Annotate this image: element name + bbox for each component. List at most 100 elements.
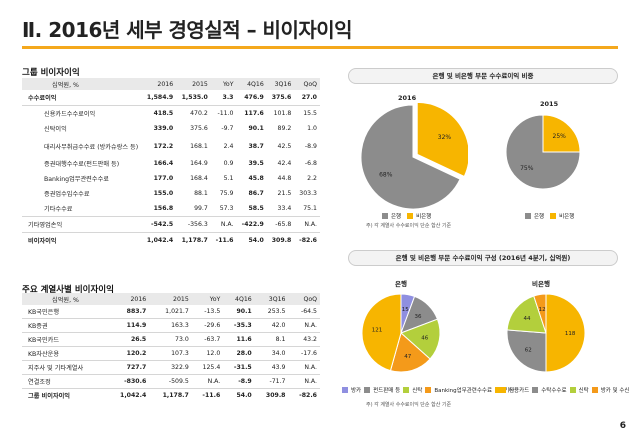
chart-box1-title: 은행 및 비은행 부문 수수료이익 비중: [348, 68, 618, 84]
pie-slice-4: [389, 332, 431, 373]
column-header: 2015: [149, 293, 192, 305]
table-cell: 지주사 및 기타계열사: [22, 360, 107, 375]
table-cell: 90.1: [223, 305, 255, 319]
table-cell: 168.1: [190, 142, 208, 150]
table-row: 지주사 및 기타계열사 727.7 322.9 125.4 -31.5 43.9 N.A.: [22, 360, 320, 375]
table-cell: 43.2: [288, 332, 320, 347]
column-header: 2016: [141, 78, 177, 90]
pie-slice-3: [400, 318, 441, 360]
pie-data-label: 15: [402, 307, 409, 313]
legend-swatch: [532, 387, 539, 393]
legend-box1: 은행 비은행: [382, 212, 431, 220]
table-cell: 54.0: [223, 388, 255, 402]
table-cell: 322.9: [149, 360, 192, 375]
pie-data-label: 25%: [553, 133, 567, 140]
legend-bank-swatch-2: [525, 213, 531, 219]
legend-nonbank-swatch: [407, 213, 414, 219]
column-header: YoY: [191, 293, 224, 305]
table-cell: 42.5: [277, 142, 292, 150]
table-cell: -65.8: [266, 216, 295, 233]
table-cell: -6.8: [304, 160, 317, 167]
pie-slice-1: [505, 114, 581, 190]
table-header-row: 십억원, % 2016 2015 YoY 4Q16 3Q16 QoQ: [22, 78, 320, 90]
table-cell: 3.3: [210, 90, 237, 106]
table-cell: -13.5: [191, 305, 224, 319]
pie-data-label: 62: [525, 347, 532, 353]
legend-swatch: [342, 387, 348, 393]
page-number: 6: [619, 421, 626, 431]
table-row: 대리사무취급수수료 (방카슈랑스 등) 172.2 168.1 2.4 38.7 42.5…: [22, 136, 320, 156]
table-cell: 대리사무취급수수료 (방카슈랑스 등): [44, 143, 139, 151]
table-cell: -31.5: [223, 360, 255, 375]
pie-chart-nonbank: 118 62 44 12: [506, 293, 586, 373]
table-header-row: 십억원, % 2016 2015 YoY 4Q16 3Q16 QoQ: [22, 293, 320, 305]
legend-label: 방카: [351, 388, 362, 394]
table-cell: -9.7: [221, 125, 234, 132]
table-cell: -64.5: [288, 305, 320, 319]
table-cell: -82.6: [299, 237, 317, 244]
note-box2: 주) 각 계열사 수수료이익 단순 합산 기준: [366, 402, 452, 408]
pie-2016-label: 2016: [398, 94, 417, 102]
table-cell: 73.0: [149, 332, 192, 347]
column-header: QoQ: [288, 293, 320, 305]
table-cell: 1,535.0: [176, 90, 211, 106]
table-row: 신탁이익 339.0 375.6 -9.7 90.1 89.2 1.0: [22, 121, 320, 136]
affiliate-table: 십억원, % 2016 2015 YoY 4Q16 3Q16 QoQ KB국민은행 883.7 1…: [22, 293, 320, 402]
table-cell: 1,021.7: [149, 305, 192, 319]
table-cell: 375.6: [190, 125, 208, 132]
pie-slice-2: [506, 329, 547, 373]
table-cell: 증권대행수수료(펀드판매 등): [44, 161, 120, 168]
pie-2015-label: 2015: [540, 100, 559, 108]
column-header: 2015: [176, 78, 211, 90]
column-header: 3Q16: [254, 293, 289, 305]
legend-label: 신탁: [578, 388, 589, 394]
pie-slice-5: [361, 293, 402, 372]
pie-bank-label: 은행: [395, 280, 407, 288]
table-cell: 1,584.9: [141, 90, 177, 106]
table-cell: 117.6: [244, 110, 264, 117]
table-cell: 그룹 비이자이익: [22, 388, 107, 402]
table-cell: KB자산운용: [22, 346, 107, 361]
table-cell: 2.4: [223, 142, 234, 150]
table-cell: -8.9: [304, 142, 317, 150]
table-cell: -11.0: [217, 110, 234, 117]
legend-label: 신용카드: [509, 388, 530, 394]
table-cell: -830.6: [106, 374, 150, 389]
table-cell: N.A.: [210, 216, 237, 233]
table-cell: -356.3: [176, 216, 211, 233]
table-cell: 신탁이익: [44, 126, 67, 133]
pie-slice-3: [506, 295, 547, 334]
table-cell: 45.8: [248, 175, 264, 182]
table-row: 그룹 비이자이익 1,042.4 1,178.7 -11.6 54.0 309.8 -82.…: [22, 388, 320, 402]
column-header: 2016: [106, 293, 150, 305]
legend-swatch: [569, 387, 576, 393]
table-cell: 27.0: [294, 90, 320, 106]
table-cell: KB국민카드: [22, 332, 107, 347]
legend-label: 방카 및 수신: [600, 388, 630, 394]
table-cell: 163.3: [149, 318, 192, 333]
pie-data-label: 118: [565, 331, 576, 337]
table-cell: 58.5: [236, 201, 267, 217]
legend-swatch: [425, 387, 432, 393]
pie-slice-1: [360, 104, 461, 210]
table-row: 신용카드수수료이익 418.5 470.2 -11.0 117.6 101.8 15.5: [22, 106, 320, 122]
page-title: Ⅱ. 2016년 세부 경영실적 – 비이자이익: [22, 18, 353, 42]
table-cell: 43.9: [254, 360, 289, 375]
title-rule: [22, 46, 618, 49]
table-cell: 375.6: [266, 90, 295, 106]
table-cell: 883.7: [106, 305, 150, 319]
table-cell: 57.3: [210, 201, 237, 217]
column-header: 4Q16: [223, 293, 255, 305]
column-header: 십억원, %: [22, 293, 107, 305]
pie-data-label: 36: [415, 314, 422, 320]
legend-swatch: [364, 387, 371, 393]
table-row: 기타영업손익 -542.5 -356.3 N.A. -422.9 -65.8 N.A.: [22, 216, 320, 233]
table-cell: Banking업무관련수수료: [44, 176, 109, 183]
table-cell: 1,042.4: [106, 388, 150, 402]
table-cell: 253.5: [254, 305, 289, 319]
table-cell: 38.7: [248, 142, 264, 150]
table-cell: -542.5: [141, 216, 177, 233]
table-cell: 75.9: [219, 190, 234, 197]
table-cell: N.A.: [288, 374, 320, 389]
pie-data-label: 68%: [379, 171, 393, 178]
